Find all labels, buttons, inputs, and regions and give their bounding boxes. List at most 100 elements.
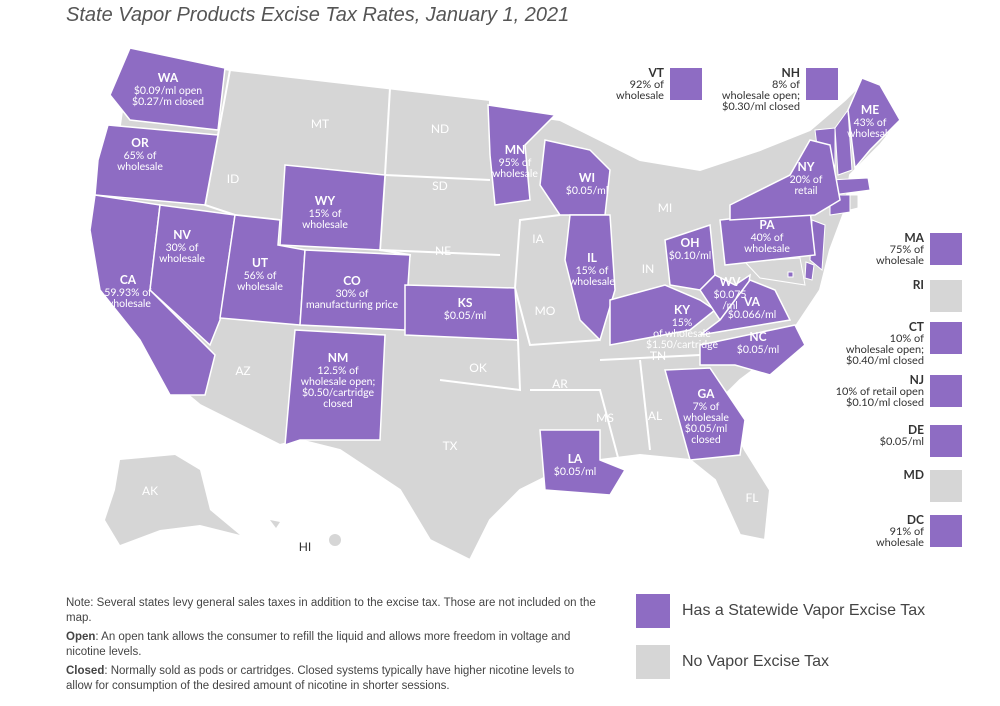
state — [699, 279, 792, 336]
state-rate: closed — [323, 398, 353, 410]
state-rate: $0.30/ml closed — [722, 100, 800, 113]
state-rate: 7% of — [693, 401, 720, 413]
state-abbr: DC — [907, 512, 924, 527]
hawaii — [270, 520, 280, 528]
state-rate: wholesale — [847, 128, 893, 140]
state-rate: $0.50/cartridge — [302, 386, 375, 399]
state-rate: wholesale — [876, 536, 924, 549]
note-closed: Closed: Normally sold as pods or cartrid… — [66, 664, 596, 694]
state — [109, 47, 226, 131]
legend-label: Has a Statewide Vapor Excise Tax — [682, 602, 926, 619]
legend-item: No Vapor Excise Tax — [636, 645, 829, 679]
state-rate: wholesale — [105, 298, 151, 310]
state-rate: $1.50/cartridge — [646, 338, 719, 351]
state-rate: 10% of retail open — [836, 385, 924, 398]
state-rate: wholesale — [569, 276, 615, 288]
state-rate: 75% of — [890, 243, 925, 256]
state-abbr: AK — [142, 483, 158, 498]
state-abbr: AL — [648, 408, 662, 423]
state-swatch — [670, 68, 702, 100]
state-swatch — [930, 375, 962, 407]
state — [804, 261, 815, 281]
state-rate: $0.09/ml open — [134, 84, 202, 97]
state-rate: $0.05/ml — [554, 465, 596, 478]
state-abbr: SD — [432, 178, 448, 193]
state-swatch — [930, 233, 962, 265]
state-rate: 95% of — [499, 157, 532, 169]
state-abbr: NJ — [910, 372, 924, 387]
state-abbr: UT — [252, 255, 269, 270]
state-rate: $0.075 — [714, 288, 747, 301]
state-abbr: NY — [797, 159, 814, 174]
state-swatch — [930, 470, 962, 502]
state-abbr: CA — [120, 272, 137, 287]
state — [284, 329, 386, 447]
state-rate: $0.066/ml — [728, 308, 777, 321]
state-abbr: VT — [647, 65, 664, 80]
state-rate: 15% of — [309, 208, 342, 220]
state-rate: wholesale — [492, 168, 538, 180]
state-abbr: OH — [681, 235, 700, 250]
state-rate: $0.05/ml — [444, 309, 486, 322]
note: Note: Several states levy general sales … — [66, 597, 596, 624]
state-rate: retail — [794, 185, 817, 197]
state-abbr: LA — [568, 451, 583, 466]
state-rate: $0.05/ml — [880, 435, 924, 448]
notes: Note: Several states levy general sales … — [66, 596, 596, 698]
hawaii — [329, 534, 341, 546]
state-abbr: IN — [642, 261, 655, 276]
state-abbr: OK — [469, 360, 487, 375]
border — [384, 174, 491, 181]
state-rate: 56% of — [244, 270, 277, 282]
state — [487, 104, 557, 206]
state-abbr: ID — [227, 171, 240, 186]
state-rate: wholesale — [117, 161, 163, 173]
border — [379, 249, 501, 256]
state-rate: wholesale — [616, 89, 664, 102]
state — [834, 108, 853, 176]
state-abbr: KS — [458, 295, 473, 310]
state — [787, 271, 794, 278]
state-rate: 30% of — [336, 288, 369, 300]
state-rate: wholesale — [744, 243, 790, 255]
state — [94, 124, 219, 206]
title: State Vapor Products Excise Tax Rates, J… — [66, 4, 570, 26]
state-rate: 15% of — [576, 265, 609, 277]
text: : An open tank allows the consumer to re… — [66, 631, 571, 658]
state-rate: 20% of — [790, 174, 823, 186]
state-abbr: SC — [741, 375, 756, 390]
state-rate: /ml — [722, 300, 738, 312]
state-rate: 92% of — [630, 78, 665, 91]
border — [639, 359, 651, 451]
state-swatch — [806, 68, 838, 100]
state-abbr: AZ — [235, 363, 250, 378]
state-rate: wholesale — [237, 281, 283, 293]
state — [664, 367, 746, 461]
state-abbr: HI — [299, 539, 312, 554]
state-abbr: IL — [587, 250, 598, 265]
state-abbr: IA — [532, 231, 544, 246]
legend-swatch — [636, 594, 670, 628]
state-rate: $0.10/ml closed — [846, 396, 924, 409]
state-rate: 40% of — [751, 232, 784, 244]
state-rate: 91% of — [890, 525, 925, 538]
state — [729, 139, 841, 221]
state-abbr: MN — [505, 142, 526, 157]
border — [530, 389, 621, 466]
state-rate: 43% of — [854, 117, 887, 129]
state-swatch — [930, 425, 962, 457]
state-abbr: WY — [315, 193, 336, 208]
state-rate: $0.27/m closed — [132, 95, 204, 108]
state-rate: 8% of — [772, 78, 800, 91]
state-abbr: GA — [698, 386, 716, 401]
state — [404, 284, 519, 341]
state-rate: wholesale — [159, 253, 205, 265]
state-rate: 59.93% of — [104, 287, 152, 299]
state-abbr: DE — [908, 422, 924, 437]
state-abbr: KY — [674, 302, 690, 317]
state-abbr: NV — [173, 227, 191, 242]
state-abbr: CO — [343, 273, 361, 288]
state-abbr: NH — [782, 65, 801, 80]
state-rate: wholesale — [876, 254, 924, 267]
